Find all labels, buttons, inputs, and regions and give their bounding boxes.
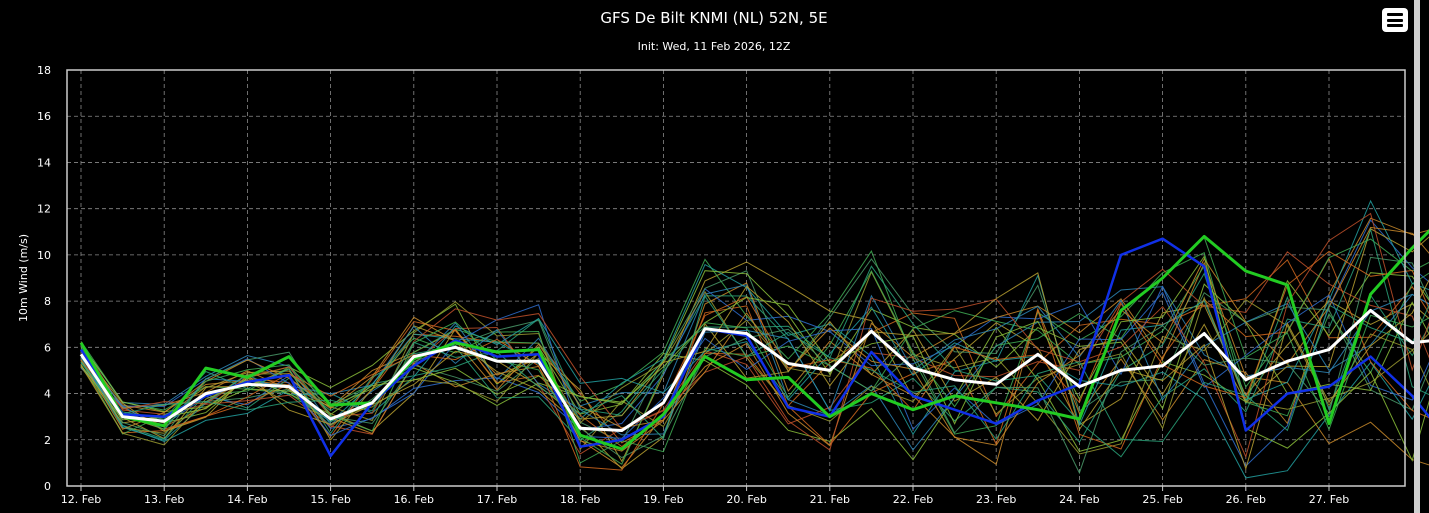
grid-lines [67, 70, 1405, 486]
y-tick-label: 0 [44, 480, 51, 493]
x-tick-label: 15. Feb [310, 493, 350, 506]
ensemble-member-line [80, 199, 1429, 441]
ensemble-member-line [80, 272, 1429, 471]
ensemble-member-line [80, 236, 1429, 465]
ensemble-member-line [80, 255, 1429, 462]
x-tick-label: 20. Feb [726, 493, 766, 506]
ensemble-member-line [80, 212, 1429, 459]
y-tick-label: 12 [37, 203, 51, 216]
y-tick-label: 18 [37, 64, 51, 77]
ensemble-member-line [80, 256, 1429, 475]
chart-subtitle: Init: Wed, 11 Feb 2026, 12Z [638, 40, 791, 53]
plot-area-frame [66, 69, 1406, 487]
y-tick-label: 2 [44, 434, 51, 447]
y-tick-label: 16 [37, 110, 51, 123]
ensemble-member-line [80, 228, 1429, 470]
ensemble-member-line [80, 270, 1429, 455]
ensemble-member-line [80, 219, 1429, 467]
operational-line [79, 237, 1429, 458]
x-tick-label: 14. Feb [227, 493, 267, 506]
x-tick-label: 19. Feb [643, 493, 683, 506]
y-axis-ticks: 0 2 4 6 8 10 12 14 16 18 [37, 64, 51, 493]
x-tick-label: 22. Feb [893, 493, 933, 506]
page-scrollbar[interactable] [1414, 0, 1420, 513]
x-tick-label: 25. Feb [1142, 493, 1182, 506]
chart-title: GFS De Bilt KNMI (NL) 52N, 5E [600, 9, 827, 27]
x-axis-ticks: 12. Feb 13. Feb 14. Feb 15. Feb 16. Feb 17. F… [61, 486, 1349, 506]
y-axis-label: 10m Wind (m/s) [17, 234, 30, 322]
hamburger-icon [1387, 24, 1403, 27]
x-tick-label: 27. Feb [1309, 493, 1349, 506]
ensemble-member-line [80, 293, 1429, 436]
ensemble-members [80, 199, 1429, 479]
x-tick-label: 26. Feb [1226, 493, 1266, 506]
ensemble-member-line [80, 238, 1429, 464]
y-tick-label: 4 [44, 388, 51, 401]
x-tick-label: 12. Feb [61, 493, 101, 506]
ensemble-member-line [80, 270, 1429, 413]
hamburger-icon [1387, 13, 1403, 16]
highlight-series [79, 229, 1429, 458]
x-tick-label: 13. Feb [144, 493, 184, 506]
control-line [79, 229, 1429, 451]
y-tick-label: 8 [44, 295, 51, 308]
hamburger-icon [1387, 18, 1403, 22]
y-tick-label: 10 [37, 249, 51, 262]
ensemble-member-line [80, 261, 1429, 463]
chart-menu-button[interactable] [1382, 8, 1408, 32]
x-tick-label: 17. Feb [477, 493, 517, 506]
ensemble-member-line [80, 226, 1429, 446]
ensemble-member-line [80, 258, 1429, 443]
y-tick-label: 14 [37, 156, 51, 169]
ensemble-member-line [80, 250, 1429, 471]
ensemble-member-line [80, 291, 1429, 439]
x-tick-label: 21. Feb [810, 493, 850, 506]
ensemble-mean-line [79, 308, 1429, 432]
x-tick-label: 16. Feb [394, 493, 434, 506]
x-tick-label: 23. Feb [976, 493, 1016, 506]
y-tick-label: 6 [44, 341, 51, 354]
x-tick-label: 24. Feb [1059, 493, 1099, 506]
x-tick-label: 18. Feb [560, 493, 600, 506]
ensemble-member-line [80, 272, 1429, 443]
ensemble-member-line [80, 228, 1429, 458]
